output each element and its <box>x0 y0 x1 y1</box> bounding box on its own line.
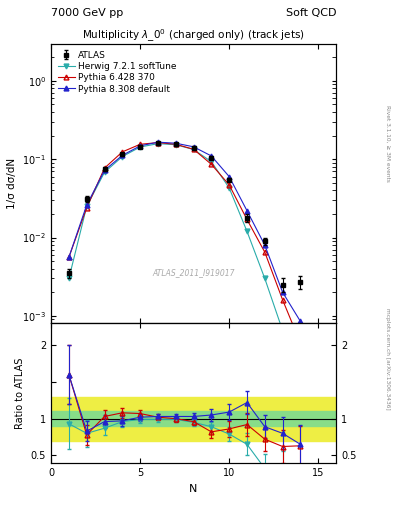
Title: Multiplicity $\lambda\_0^0$ (charged only) (track jets): Multiplicity $\lambda\_0^0$ (charged onl… <box>82 27 305 44</box>
Y-axis label: 1/σ dσ/dN: 1/σ dσ/dN <box>7 158 17 209</box>
Text: Soft QCD: Soft QCD <box>286 8 336 18</box>
Text: Rivet 3.1.10, ≥ 3M events: Rivet 3.1.10, ≥ 3M events <box>385 105 390 182</box>
Text: 7000 GeV pp: 7000 GeV pp <box>51 8 123 18</box>
Bar <box>51 397 336 441</box>
X-axis label: N: N <box>189 484 198 494</box>
Bar <box>51 411 336 426</box>
Legend: ATLAS, Herwig 7.2.1 softTune, Pythia 6.428 370, Pythia 8.308 default: ATLAS, Herwig 7.2.1 softTune, Pythia 6.4… <box>55 48 179 96</box>
Text: ATLAS_2011_I919017: ATLAS_2011_I919017 <box>152 268 235 278</box>
Text: mcplots.cern.ch [arXiv:1306.3436]: mcplots.cern.ch [arXiv:1306.3436] <box>385 308 390 409</box>
Y-axis label: Ratio to ATLAS: Ratio to ATLAS <box>15 358 25 429</box>
